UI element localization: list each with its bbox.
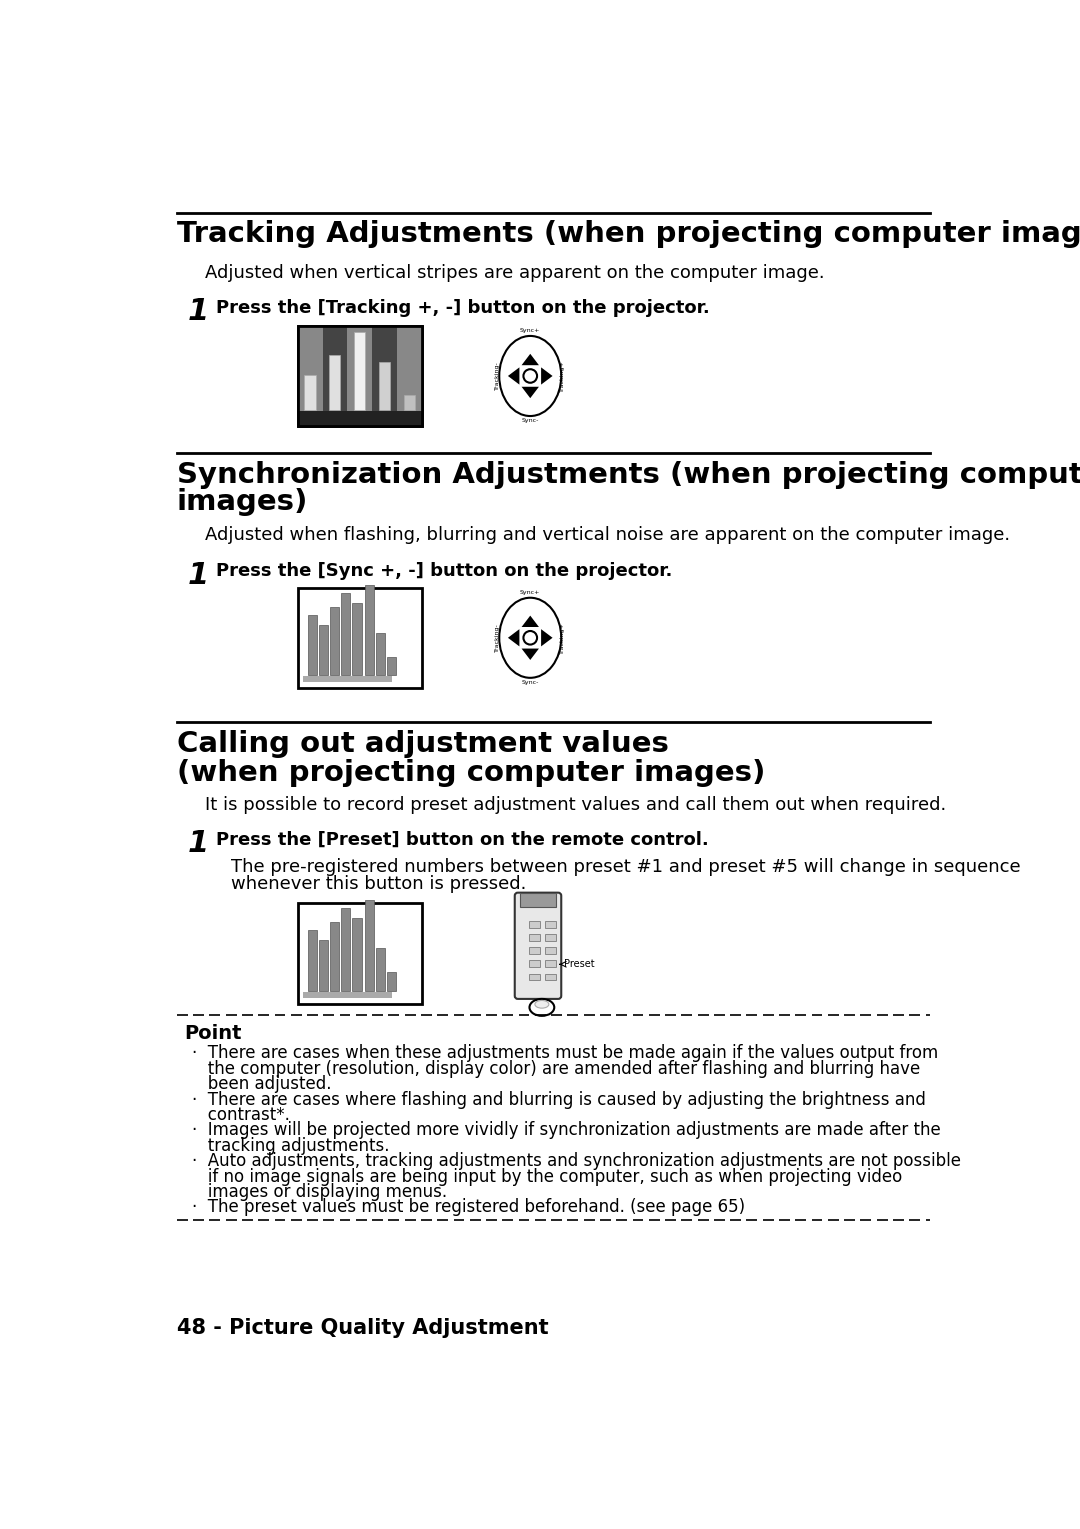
Bar [298,904,422,1003]
Bar [545,948,556,954]
Text: the computer (resolution, display color) are amended after flashing and blurring: the computer (resolution, display color)… [192,1060,920,1078]
Bar [341,908,350,991]
Text: 48 - Picture Quality Adjustment: 48 - Picture Quality Adjustment [177,1318,549,1338]
Ellipse shape [499,336,562,416]
Bar [529,934,540,942]
Bar [545,920,556,928]
Bar [329,355,340,410]
Polygon shape [522,387,539,398]
Text: Press the [Sync +, -] button on the projector.: Press the [Sync +, -] button on the proj… [216,563,672,581]
Polygon shape [522,616,539,627]
Bar [387,972,396,991]
Bar [404,394,415,410]
Text: Press the [Tracking +, -] button on the projector.: Press the [Tracking +, -] button on the … [216,300,710,317]
Text: ·  There are cases when these adjustments must be made again if the values outpu: · There are cases when these adjustments… [192,1044,939,1063]
Bar [545,960,556,968]
FancyBboxPatch shape [515,893,562,998]
Bar [298,587,422,688]
Text: ·  Auto adjustments, tracking adjustments and synchronization adjustments are no: · Auto adjustments, tracking adjustments… [192,1153,961,1170]
Text: Calling out adjustment values: Calling out adjustment values [177,731,669,758]
Bar [376,633,386,674]
Bar [397,326,422,427]
Text: been adjusted.: been adjusted. [192,1075,332,1093]
Text: images or displaying menus.: images or displaying menus. [192,1183,447,1200]
Text: (when projecting computer images): (when projecting computer images) [177,758,766,786]
Text: 1: 1 [188,829,208,858]
Circle shape [524,368,537,382]
Text: The pre-registered numbers between preset #1 and preset #5 will change in sequen: The pre-registered numbers between prese… [231,858,1021,876]
Text: Press the [Preset] button on the remote control.: Press the [Preset] button on the remote … [216,830,708,849]
Bar [305,375,315,410]
Text: if no image signals are being input by the computer, such as when projecting vid: if no image signals are being input by t… [192,1168,903,1185]
Bar [529,948,540,954]
Bar [376,948,386,991]
Bar [330,607,339,674]
Text: Adjusted when vertical stripes are apparent on the computer image.: Adjusted when vertical stripes are appar… [205,265,824,283]
Text: Sync+: Sync+ [521,590,540,595]
Polygon shape [522,648,539,661]
Text: images): images) [177,488,308,515]
Text: Point: Point [185,1024,242,1043]
Bar [352,919,362,991]
Text: Tracking Adjustments (when projecting computer images): Tracking Adjustments (when projecting co… [177,220,1080,248]
Text: contrast*.: contrast*. [192,1105,291,1124]
Bar [354,332,365,410]
Text: Sync-: Sync- [522,680,539,685]
Text: Adjusted when flashing, blurring and vertical noise are apparent on the computer: Adjusted when flashing, blurring and ver… [205,526,1010,544]
Text: Sync+: Sync+ [521,329,540,333]
Bar [529,974,540,980]
Text: Tracking+: Tracking+ [561,622,565,654]
Polygon shape [522,353,539,365]
Polygon shape [541,628,553,647]
Text: ·  There are cases where flashing and blurring is caused by adjusting the bright: · There are cases where flashing and blu… [192,1090,927,1109]
Bar [319,940,328,991]
Bar [529,960,540,968]
Bar [298,326,323,427]
Ellipse shape [499,598,562,677]
Text: Sync-: Sync- [522,419,539,424]
Bar [308,931,316,991]
Polygon shape [541,367,553,385]
Bar [298,326,422,427]
Bar [521,893,556,907]
Bar [529,920,540,928]
Bar [387,657,396,674]
Bar [323,326,348,427]
Bar [365,584,374,674]
Text: Preset: Preset [565,959,595,969]
Bar [319,625,328,674]
Bar [348,326,373,427]
Bar [308,615,316,674]
Circle shape [524,631,537,645]
Bar [298,411,422,427]
Polygon shape [508,628,519,647]
Bar [330,922,339,991]
Text: Tracking-: Tracking- [496,624,500,653]
Bar [545,934,556,942]
Ellipse shape [535,1000,549,1008]
Bar [298,326,422,427]
Text: 1: 1 [188,298,208,326]
Bar [302,991,392,997]
Bar [302,676,392,682]
Bar [545,974,556,980]
Text: 1: 1 [188,561,208,590]
Text: whenever this button is pressed.: whenever this button is pressed. [231,875,526,893]
Text: Synchronization Adjustments (when projecting computer: Synchronization Adjustments (when projec… [177,460,1080,489]
Text: ·  Images will be projected more vividly if synchronization adjustments are made: · Images will be projected more vividly … [192,1121,941,1139]
Text: It is possible to record preset adjustment values and call them out when require: It is possible to record preset adjustme… [205,795,946,813]
Ellipse shape [529,998,554,1015]
Text: Tracking+: Tracking+ [561,361,565,391]
Bar [373,326,397,427]
Bar [379,362,390,410]
Bar [341,593,350,674]
Text: ·  The preset values must be registered beforehand. (see page 65): · The preset values must be registered b… [192,1199,745,1217]
Text: Tracking-: Tracking- [496,361,500,390]
Bar [352,602,362,674]
Polygon shape [508,367,519,385]
Text: tracking adjustments.: tracking adjustments. [192,1136,390,1154]
Bar [365,901,374,991]
